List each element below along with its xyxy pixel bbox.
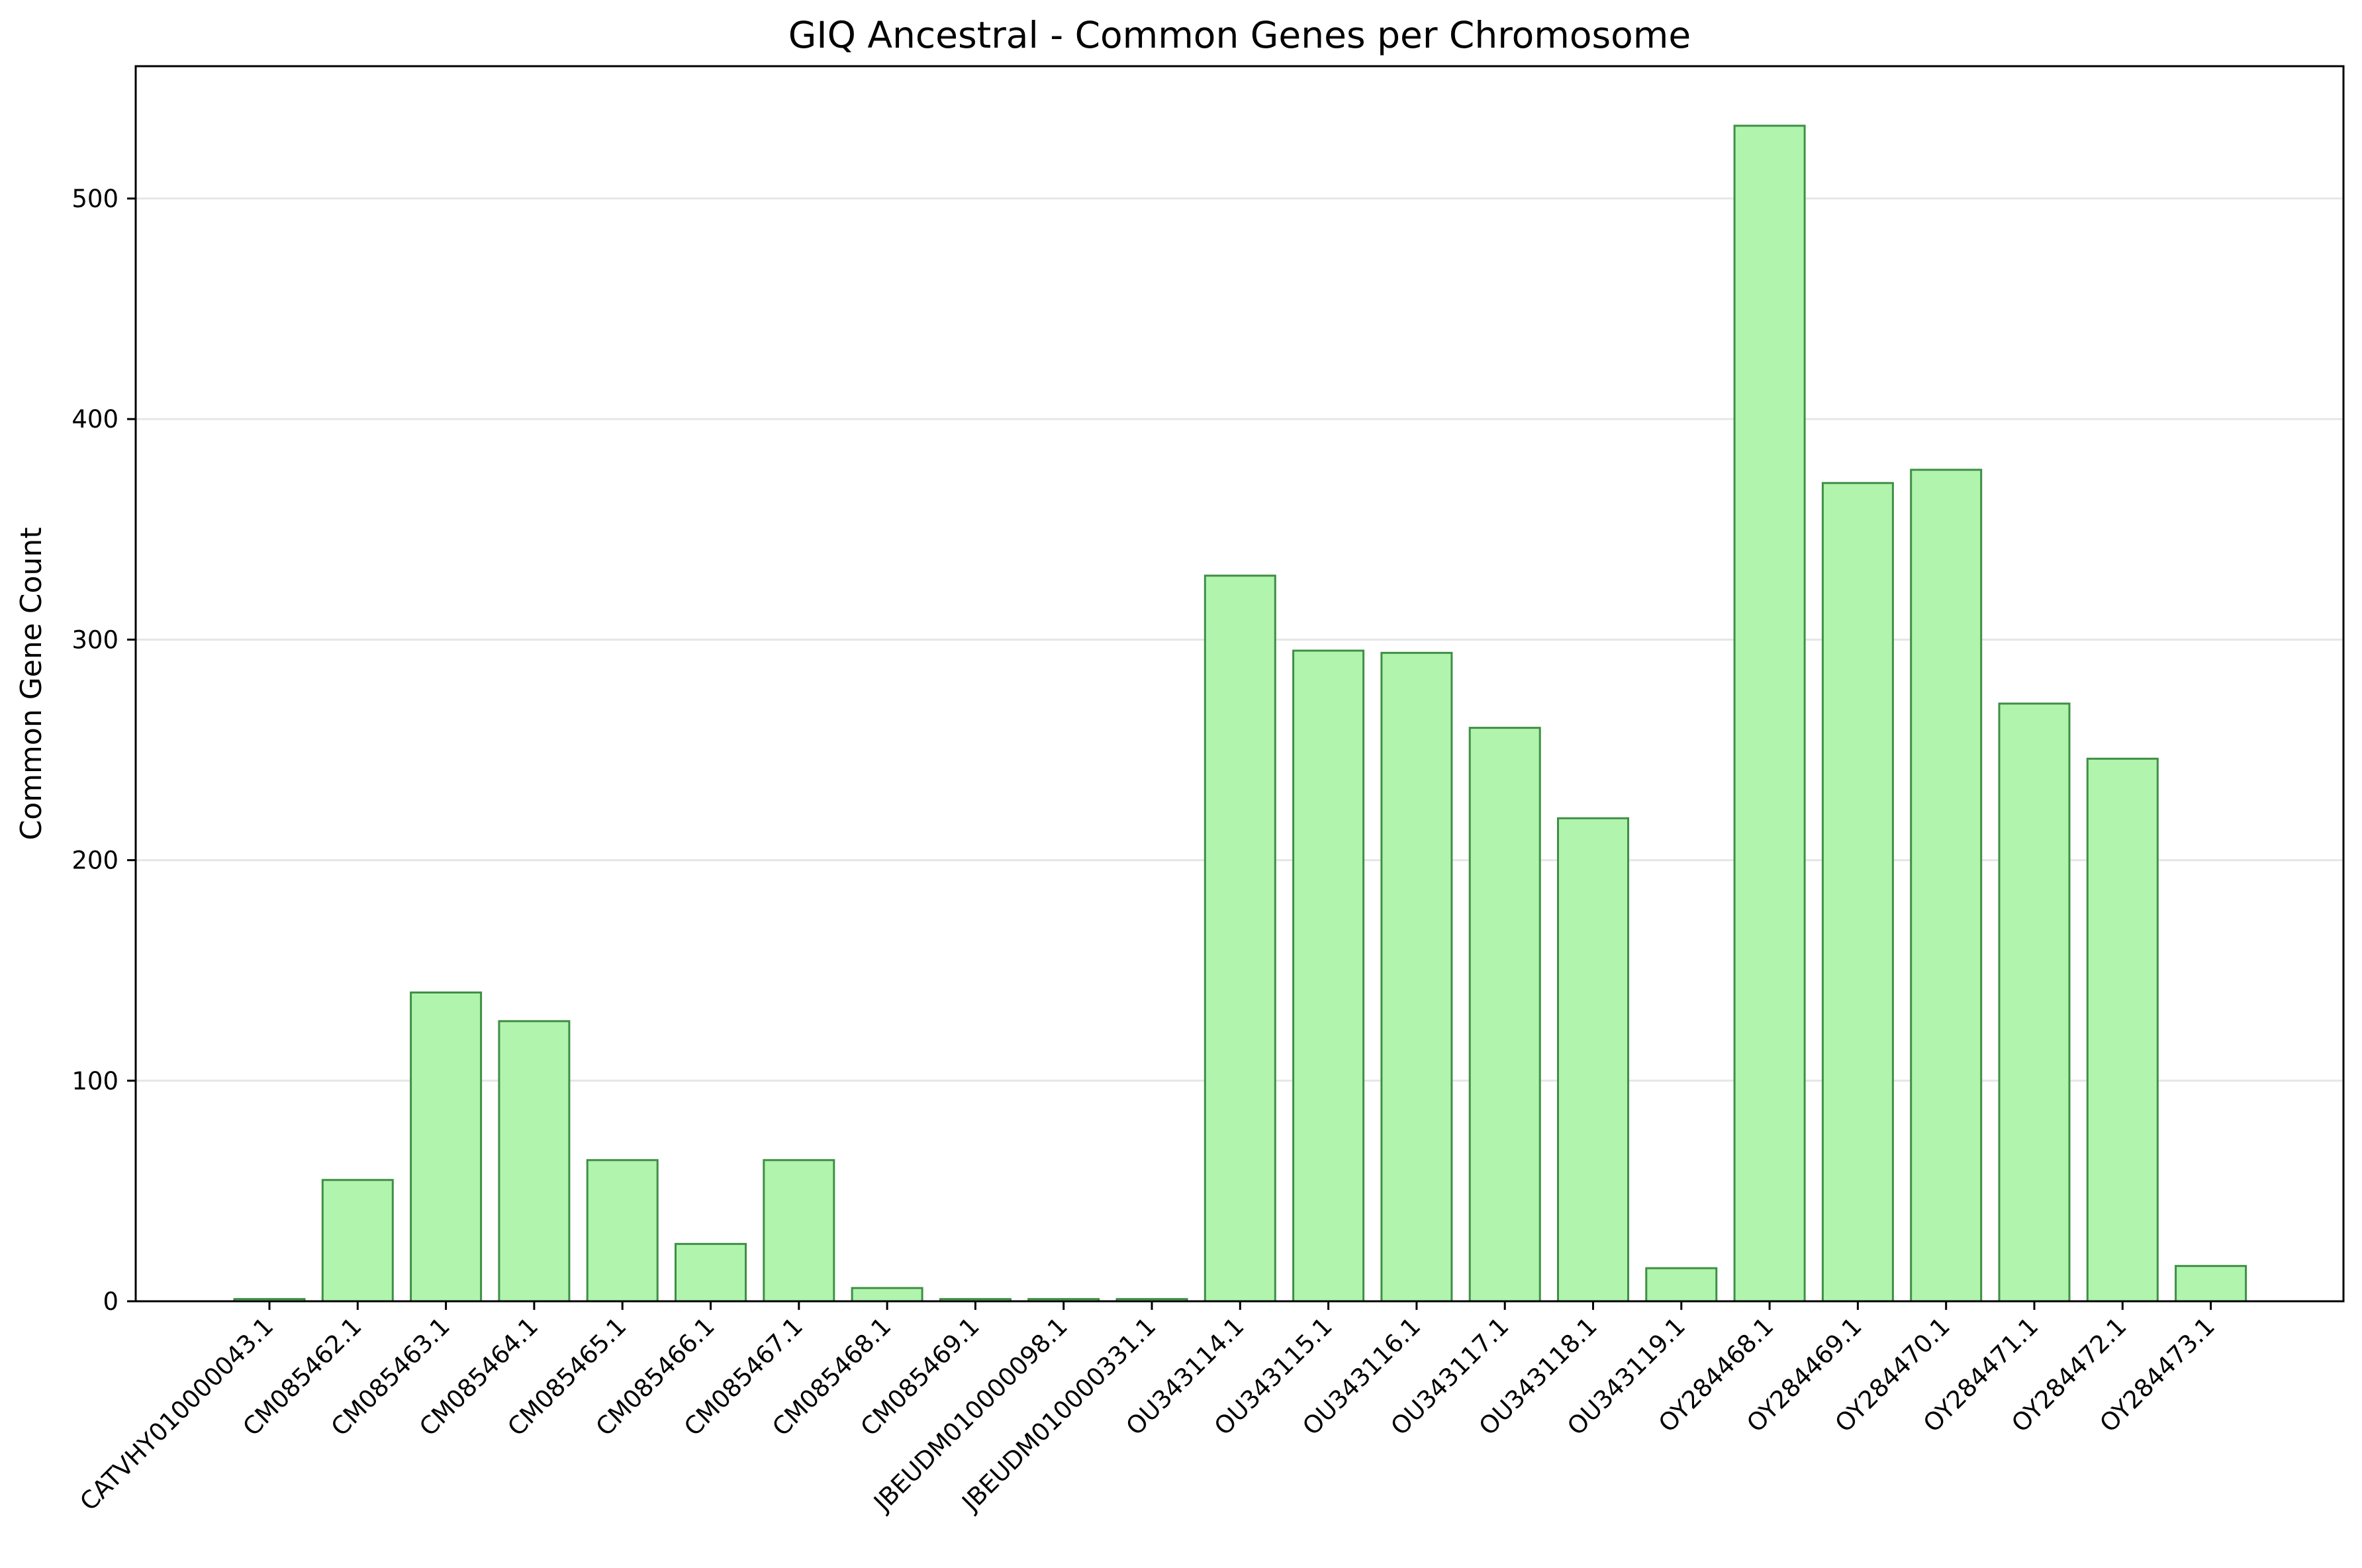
bar xyxy=(1910,469,1983,1303)
bar xyxy=(2086,757,2159,1303)
y-axis-label: Common Gene Count xyxy=(15,528,48,841)
y-tick-label: 200 xyxy=(71,847,118,875)
bar xyxy=(1204,575,1276,1303)
bar xyxy=(1645,1267,1718,1303)
y-tick-label: 400 xyxy=(71,405,118,434)
bar xyxy=(321,1179,394,1303)
bar xyxy=(851,1287,923,1303)
y-axis-ticks: 0 100 200 300 400 500 xyxy=(71,185,136,1316)
y-tick-label: 100 xyxy=(71,1067,118,1095)
chart-title: GIQ Ancestral - Common Genes per Chromos… xyxy=(788,14,1691,56)
bar xyxy=(2175,1265,2247,1303)
bar xyxy=(1821,482,1894,1303)
bar xyxy=(1292,649,1365,1303)
bar xyxy=(1557,817,1629,1303)
y-tick-label: 0 xyxy=(103,1287,118,1316)
y-tick-label: 500 xyxy=(71,185,118,213)
bar xyxy=(1468,727,1541,1303)
bar xyxy=(1998,702,2071,1303)
bar xyxy=(498,1020,571,1303)
bar xyxy=(675,1242,747,1303)
bar xyxy=(1733,124,1806,1303)
bar xyxy=(1380,651,1453,1303)
bar xyxy=(763,1159,835,1303)
bar xyxy=(586,1159,659,1303)
bars xyxy=(233,124,2247,1303)
y-tick-label: 300 xyxy=(71,625,118,654)
bar xyxy=(410,992,483,1303)
